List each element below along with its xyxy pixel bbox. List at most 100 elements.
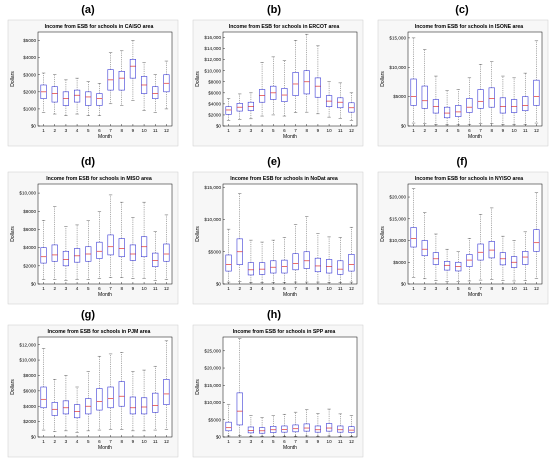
x-tick-label: 5: [272, 128, 275, 133]
box-plot-month-12: [348, 227, 355, 283]
y-tick-label: $0: [216, 124, 222, 129]
x-tick-label: 9: [317, 439, 320, 444]
x-tick-label: 3: [435, 286, 438, 291]
plot-area: [407, 31, 543, 127]
iqr-box: [522, 96, 529, 112]
box-plot-month-3: [247, 92, 255, 120]
x-tick-label: 4: [261, 439, 264, 444]
iqr-box: [292, 253, 299, 271]
box-plot-month-10: [325, 81, 333, 118]
x-tick-label: 7: [109, 286, 112, 291]
box-plot-month-10: [140, 369, 148, 432]
box-plot-month-8: [488, 207, 495, 280]
panel-letter: (g): [81, 309, 95, 321]
y-tick-label: $0: [31, 282, 37, 287]
y-tick-label: $15,000: [389, 216, 406, 221]
iqr-box: [40, 386, 47, 409]
x-tick-label: 10: [512, 286, 518, 291]
x-axis-label: Month: [98, 292, 112, 298]
box-plot-month-5: [455, 251, 462, 282]
box-plot-month-7: [107, 194, 114, 278]
x-tick-label: 12: [349, 286, 355, 291]
chart-title: Income from ESB for schools in PJM area: [48, 329, 151, 335]
box-plot-month-11: [152, 231, 159, 281]
iqr-box: [118, 71, 125, 91]
box-plot-month-6: [281, 60, 288, 117]
iqr-box: [303, 251, 310, 269]
x-axis-label: Month: [283, 292, 297, 298]
y-tick-label: $0: [31, 435, 37, 440]
y-tick-label: $12,000: [19, 342, 36, 347]
iqr-box: [51, 86, 58, 103]
box-plot-month-1: [225, 98, 232, 121]
box-plot-month-1: [410, 37, 417, 124]
x-tick-label: 10: [142, 286, 148, 291]
box-plot-month-3: [432, 75, 440, 125]
y-axis-label: Dollars: [10, 379, 16, 395]
iqr-box: [107, 386, 114, 409]
box-plot-month-8: [303, 216, 310, 283]
iqr-box: [337, 425, 344, 433]
box-plot-month-7: [107, 52, 114, 104]
box-plot-month-7: [292, 411, 299, 437]
box-plot-month-10: [140, 62, 148, 111]
box-plot-month-4: [73, 224, 81, 280]
x-tick-label: 7: [294, 286, 297, 291]
x-tick-label: 12: [349, 439, 355, 444]
x-tick-label: 3: [65, 128, 68, 133]
x-tick-label: 3: [250, 439, 253, 444]
box-plot-month-7: [292, 224, 299, 283]
x-tick-label: 5: [87, 128, 90, 133]
x-tick-label: 6: [98, 439, 101, 444]
iqr-box: [247, 426, 255, 434]
y-tick-label: $0: [31, 124, 37, 129]
iqr-box: [314, 425, 322, 433]
box-plot-month-1: [40, 220, 47, 280]
y-tick-label: $15,000: [204, 383, 221, 388]
x-tick-label: 7: [109, 128, 112, 133]
iqr-box: [152, 252, 159, 268]
x-tick-label: 3: [65, 286, 68, 291]
iqr-box: [421, 85, 428, 109]
chart-title: Income from ESB for schools in NoDat are…: [230, 176, 338, 182]
x-tick-label: 2: [53, 439, 56, 444]
x-tick-label: 12: [349, 128, 355, 133]
y-axis-label: Dollars: [195, 71, 201, 87]
box-plot-month-4: [73, 77, 81, 115]
box-plot-month-5: [270, 415, 277, 437]
box-plot-month-3: [247, 239, 255, 283]
x-tick-label: 8: [305, 439, 308, 444]
x-tick-label: 9: [502, 128, 505, 133]
y-tick-label: $16,000: [204, 35, 221, 40]
iqr-box: [443, 106, 451, 119]
chart-panel: (c) Income from ESB for schools in ISONE …: [377, 4, 549, 147]
x-tick-label: 11: [338, 128, 343, 133]
y-tick-label: $5000: [23, 38, 36, 43]
box-plot-month-2: [51, 74, 58, 115]
chart-title: Income from ESB for schools in CAISO are…: [45, 24, 154, 30]
x-tick-label: 3: [250, 286, 253, 291]
x-axis-label: Month: [468, 134, 482, 140]
box-plot-month-5: [85, 371, 92, 432]
x-tick-label: 5: [87, 286, 90, 291]
box-plot-month-3: [62, 79, 70, 116]
x-tick-label: 9: [132, 439, 135, 444]
box-plot-month-11: [522, 72, 529, 125]
iqr-box: [477, 89, 484, 109]
x-tick-label: 6: [468, 128, 471, 133]
box-plot-month-4: [258, 241, 266, 283]
x-tick-label: 5: [272, 439, 275, 444]
y-tick-label: $25,000: [204, 348, 221, 353]
x-tick-label: 6: [98, 128, 101, 133]
y-tick-label: $20,000: [389, 195, 406, 200]
box-plot-month-5: [85, 81, 92, 116]
iqr-box: [258, 262, 266, 275]
box-plot-month-12: [163, 60, 170, 110]
x-tick-label: 7: [479, 286, 482, 291]
iqr-box: [96, 388, 103, 411]
x-tick-label: 12: [164, 128, 170, 133]
box-plot-month-4: [443, 249, 451, 282]
x-tick-label: 3: [65, 439, 68, 444]
y-tick-label: $8000: [208, 79, 221, 84]
